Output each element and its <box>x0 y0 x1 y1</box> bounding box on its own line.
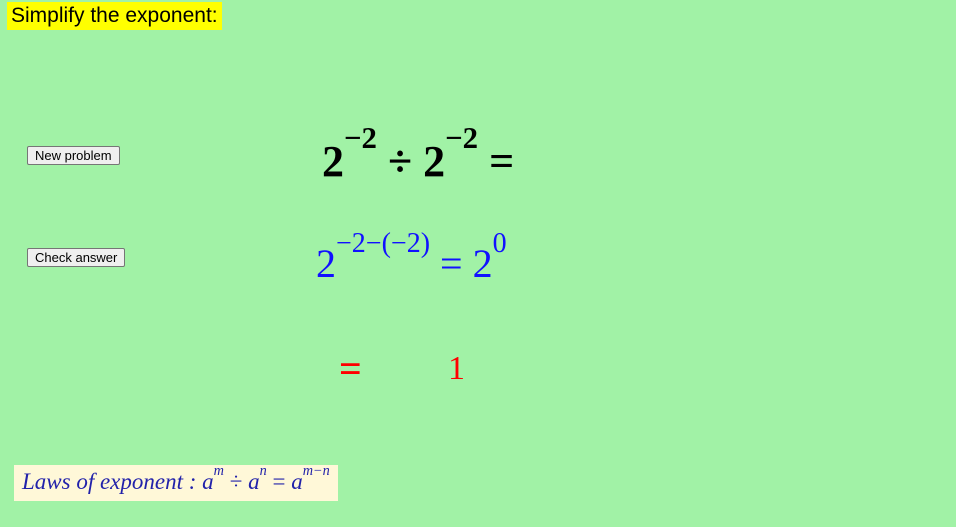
step-base1: 2 <box>316 241 336 286</box>
result-equals: = <box>339 345 362 392</box>
result-value-text: 1 <box>448 350 465 387</box>
result-eq-symbol: = <box>339 346 362 391</box>
law-op: ÷ <box>224 469 248 494</box>
title-text: Simplify the exponent: <box>11 4 218 27</box>
solution-step: 2−2−(−2) = 20 <box>316 240 507 287</box>
law-base3: a <box>291 469 303 494</box>
law-exp1: m <box>214 463 224 479</box>
step-exp2: 0 <box>493 228 507 259</box>
result-value: 1 <box>448 350 465 388</box>
law-prefix: Laws of exponent : <box>22 469 202 494</box>
page-title: Simplify the exponent: <box>7 2 222 30</box>
problem-base2: 2 <box>423 137 445 186</box>
check-answer-button[interactable]: Check answer <box>27 248 125 267</box>
problem-expression: 2−2 ÷ 2−2 = <box>322 136 514 187</box>
law-base1: a <box>202 469 214 494</box>
problem-exp2: −2 <box>445 121 478 155</box>
applet-canvas: Simplify the exponent: New problem Check… <box>0 0 956 527</box>
problem-operator: ÷ <box>388 137 412 186</box>
new-problem-button[interactable]: New problem <box>27 146 120 165</box>
problem-tail: = <box>489 137 514 186</box>
law-mid: = <box>267 469 291 494</box>
problem-base1: 2 <box>322 137 344 186</box>
law-base2: a <box>248 469 260 494</box>
step-base2: 2 <box>473 241 493 286</box>
problem-exp1: −2 <box>344 121 377 155</box>
step-exp1: −2−(−2) <box>336 228 430 259</box>
law-exp3: m−n <box>303 463 330 479</box>
law-exp2: n <box>260 463 267 479</box>
law-of-exponent-box: Laws of exponent : am ÷ an = am−n <box>14 465 338 501</box>
step-mid: = <box>430 241 473 286</box>
